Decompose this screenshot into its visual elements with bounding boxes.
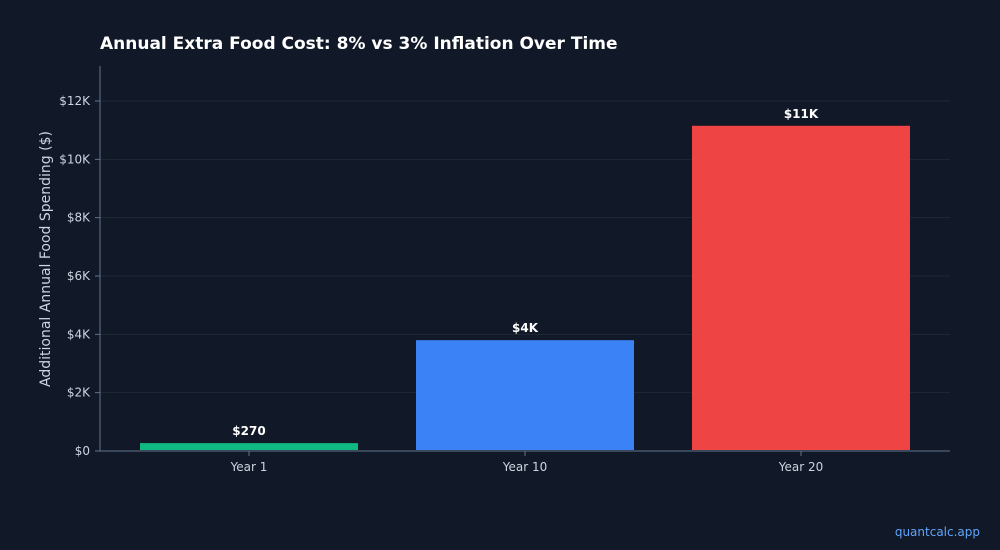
chart-title: Annual Extra Food Cost: 8% vs 3% Inflati… xyxy=(100,34,618,54)
x-tick-label: Year 10 xyxy=(502,460,548,474)
y-tick-label: $12K xyxy=(59,94,91,108)
y-tick-label: $6K xyxy=(67,269,91,283)
y-tick-label: $8K xyxy=(67,211,91,225)
bars xyxy=(140,125,910,451)
y-tick-label: $0 xyxy=(75,444,90,458)
data-label: $4K xyxy=(512,321,539,335)
bar-year-20 xyxy=(692,125,910,451)
y-tick-label: $10K xyxy=(59,152,91,166)
watermark-text: quantcalc.app xyxy=(894,525,980,539)
x-tick-label: Year 1 xyxy=(230,460,268,474)
y-tick-label: $4K xyxy=(67,327,91,341)
x-tick-label: Year 20 xyxy=(778,460,824,474)
axes xyxy=(95,66,950,456)
bar-year-10 xyxy=(416,340,634,450)
bar-year-1 xyxy=(140,443,358,450)
y-axis-label: Additional Annual Food Spending ($) xyxy=(38,131,54,387)
data-label: $11K xyxy=(784,107,819,121)
tick-labels: $0 $2K $4K $6K $8K $10K $12K $270 Year 1 $4K Year … xyxy=(59,94,823,474)
y-tick-label: $2K xyxy=(67,386,91,400)
data-label: $270 xyxy=(232,424,265,438)
